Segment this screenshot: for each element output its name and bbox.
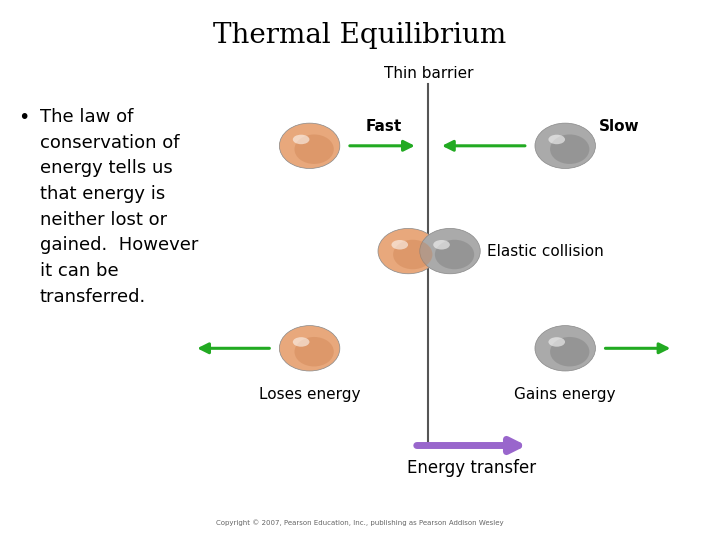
Ellipse shape <box>435 240 474 269</box>
Text: •: • <box>18 108 30 127</box>
Text: Thermal Equilibrium: Thermal Equilibrium <box>213 22 507 49</box>
Ellipse shape <box>549 337 565 347</box>
Text: Loses energy: Loses energy <box>259 387 360 402</box>
Text: The law of
conservation of
energy tells us
that energy is
neither lost or
gained: The law of conservation of energy tells … <box>40 108 198 306</box>
Text: Energy transfer: Energy transfer <box>407 459 536 477</box>
Ellipse shape <box>535 326 595 371</box>
Ellipse shape <box>549 134 565 144</box>
Ellipse shape <box>393 240 433 269</box>
Ellipse shape <box>392 240 408 249</box>
Ellipse shape <box>279 123 340 168</box>
Ellipse shape <box>279 326 340 371</box>
Ellipse shape <box>294 134 334 164</box>
Text: Elastic collision: Elastic collision <box>487 244 604 259</box>
Text: Thin barrier: Thin barrier <box>384 66 473 81</box>
Text: Copyright © 2007, Pearson Education, Inc., publishing as Pearson Addison Wesley: Copyright © 2007, Pearson Education, Inc… <box>216 520 504 526</box>
Ellipse shape <box>420 228 480 274</box>
Text: Slow: Slow <box>599 119 639 134</box>
Text: Fast: Fast <box>366 119 402 134</box>
Ellipse shape <box>433 240 450 249</box>
Text: Gains energy: Gains energy <box>515 387 616 402</box>
Ellipse shape <box>550 337 590 367</box>
Ellipse shape <box>378 228 438 274</box>
Ellipse shape <box>294 337 334 367</box>
Ellipse shape <box>550 134 590 164</box>
Ellipse shape <box>293 134 310 144</box>
Ellipse shape <box>293 337 310 347</box>
Ellipse shape <box>535 123 595 168</box>
